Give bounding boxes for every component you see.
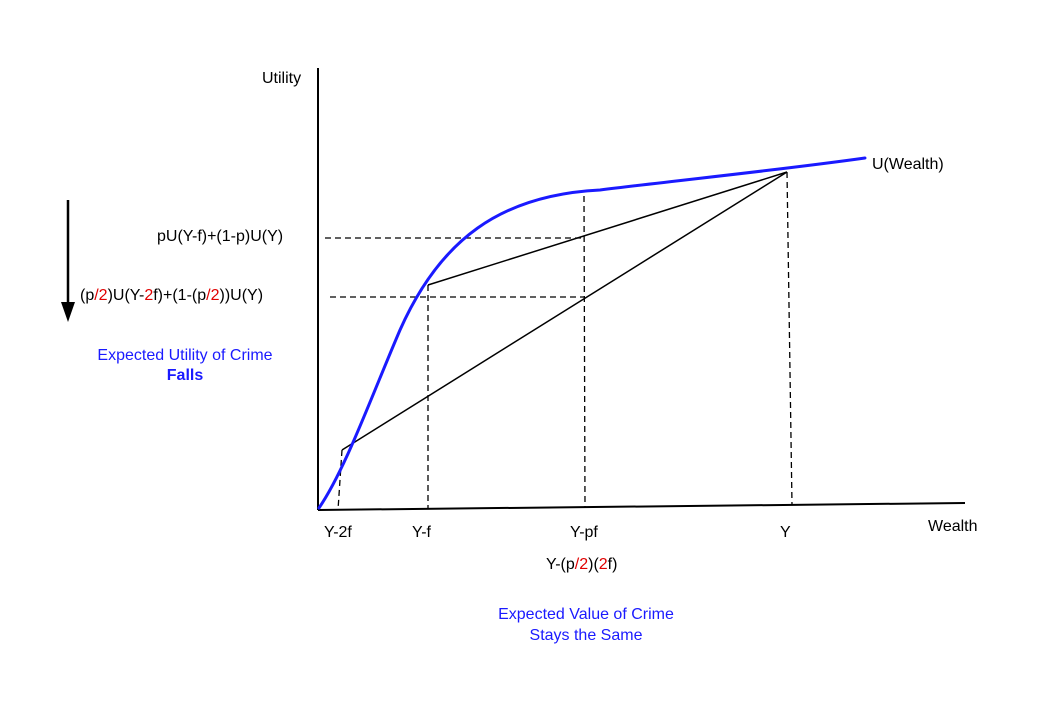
x-expr-part3: f) <box>607 556 618 573</box>
guide-vertical-y-pf <box>583 195 586 508</box>
y-expr-b-half2: /2 <box>206 287 220 304</box>
x-expr-part1: Y-(p <box>546 556 575 573</box>
x-expr-part2: )( <box>588 556 599 573</box>
y-expr-b-two: 2 <box>144 287 154 304</box>
left-note-line2: Falls <box>166 367 204 384</box>
x-expr-half: /2 <box>574 556 589 573</box>
guide-vertical-y <box>786 171 793 506</box>
chord-y-f-to-y <box>427 171 788 286</box>
down-arrow-icon <box>61 200 75 322</box>
y-axis-label: Utility <box>262 70 302 87</box>
chord-y-2f-to-y <box>341 171 788 451</box>
y-expression-top: pU(Y-f)+(1-p)U(Y) <box>157 228 284 245</box>
left-note-line1: Expected Utility of Crime <box>97 347 273 364</box>
x-tick-y-2f: Y-2f <box>324 524 352 541</box>
x-axis <box>317 502 966 511</box>
x-tick-y: Y <box>780 524 791 541</box>
y-expr-b-part3: f)+(1-(p <box>153 287 207 304</box>
x-expression: Y-(p/2)(2f) <box>546 556 617 574</box>
y-expression-bottom: (p/2)U(Y-2f)+(1-(p/2))U(Y) <box>80 287 263 305</box>
bottom-note-line1: Expected Value of Crime <box>498 606 674 623</box>
x-tick-y-pf: Y-pf <box>570 524 598 541</box>
guide-vertical-y-2f <box>337 449 343 511</box>
y-expr-b-half1: /2 <box>94 287 108 304</box>
y-expr-b-part4: ))U(Y) <box>219 287 264 304</box>
y-expr-b-part1: (p <box>80 287 95 304</box>
utility-curve <box>317 156 867 510</box>
x-tick-y-f: Y-f <box>412 524 431 541</box>
x-axis-label: Wealth <box>928 518 978 535</box>
y-expr-b-part2: )U(Y- <box>107 287 145 304</box>
bottom-note-line2: Stays the Same <box>529 627 643 644</box>
x-expr-two: 2 <box>598 556 608 573</box>
curve-label: U(Wealth) <box>872 156 944 173</box>
